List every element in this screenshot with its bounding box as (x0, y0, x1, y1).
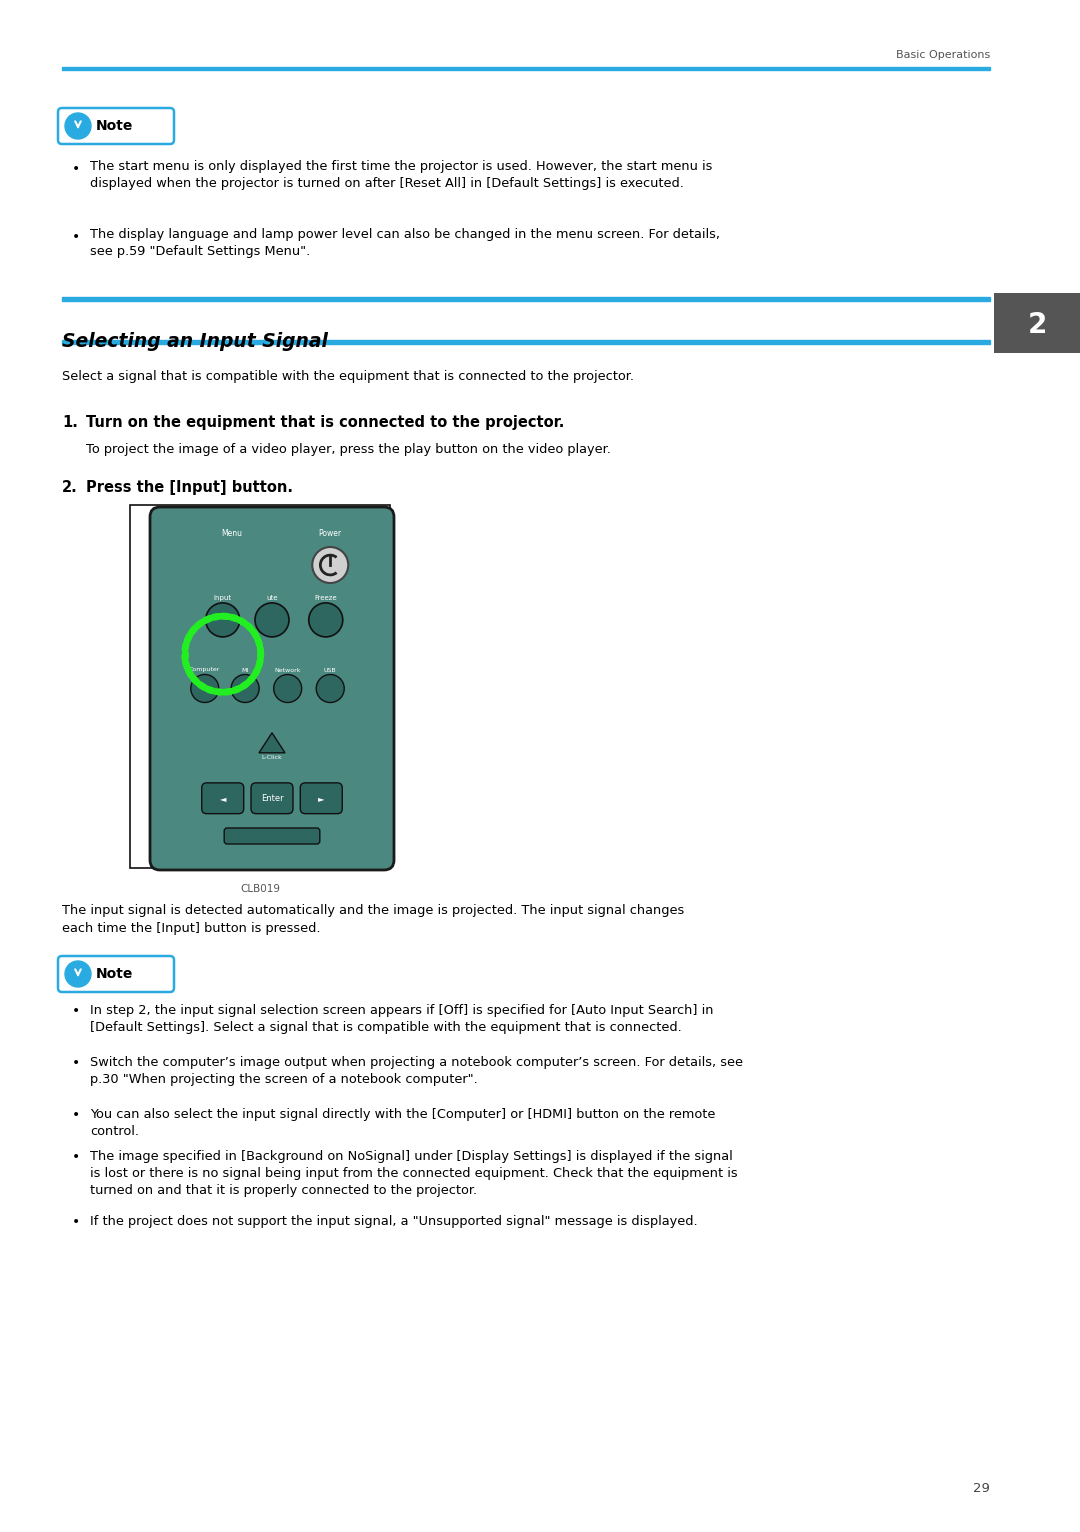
Circle shape (65, 113, 91, 139)
Text: •: • (72, 1056, 80, 1069)
Bar (994, 293, 1080, 352)
Text: Note: Note (96, 119, 133, 133)
Text: Press the [Input] button.: Press the [Input] button. (86, 480, 293, 495)
FancyBboxPatch shape (58, 956, 174, 993)
Text: If the project does not support the input signal, a "Unsupported signal" message: If the project does not support the inpu… (90, 1215, 698, 1229)
Bar (62, 67, 990, 70)
Text: The input signal is detected automatically and the image is projected. The input: The input signal is detected automatical… (62, 904, 685, 935)
Text: Basic Operations: Basic Operations (895, 51, 990, 60)
Circle shape (255, 604, 289, 637)
Text: To project the image of a video player, press the play button on the video playe: To project the image of a video player, … (86, 443, 611, 457)
Text: Menu: Menu (221, 529, 242, 538)
FancyBboxPatch shape (150, 507, 394, 870)
Text: Selecting an Input Signal: Selecting an Input Signal (62, 332, 328, 351)
Text: Select a signal that is compatible with the equipment that is connected to the p: Select a signal that is compatible with … (62, 371, 634, 383)
Text: 1.: 1. (62, 415, 78, 430)
FancyBboxPatch shape (202, 783, 244, 813)
Circle shape (273, 674, 301, 703)
Text: Freeze: Freeze (314, 594, 337, 601)
Text: •: • (72, 1151, 80, 1164)
Circle shape (65, 961, 91, 987)
Text: •: • (72, 230, 80, 244)
Text: The display language and lamp power level can also be changed in the menu screen: The display language and lamp power leve… (90, 228, 720, 257)
Text: •: • (72, 1215, 80, 1229)
FancyBboxPatch shape (225, 827, 320, 844)
Text: Switch the computer’s image output when projecting a notebook computer’s screen.: Switch the computer’s image output when … (90, 1056, 743, 1086)
Text: Power: Power (319, 529, 341, 538)
FancyBboxPatch shape (251, 783, 293, 813)
Text: Computer: Computer (189, 668, 220, 673)
Circle shape (309, 604, 342, 637)
Text: 2.: 2. (62, 480, 78, 495)
Text: Enter: Enter (260, 794, 283, 803)
Text: Note: Note (96, 967, 133, 980)
Bar (62, 297, 990, 300)
Circle shape (191, 674, 219, 703)
Polygon shape (259, 732, 285, 752)
Circle shape (316, 674, 345, 703)
Text: •: • (72, 1108, 80, 1121)
Text: Network: Network (274, 668, 301, 673)
FancyBboxPatch shape (300, 783, 342, 813)
Text: 29: 29 (973, 1481, 990, 1495)
FancyBboxPatch shape (58, 107, 174, 144)
Text: In step 2, the input signal selection screen appears if [Off] is specified for [: In step 2, the input signal selection sc… (90, 1003, 714, 1034)
Text: You can also select the input signal directly with the [Computer] or [HDMI] butt: You can also select the input signal dir… (90, 1108, 715, 1138)
Bar (130, 506, 390, 869)
Text: L-Click: L-Click (261, 755, 282, 760)
Text: CLB019: CLB019 (240, 884, 280, 895)
Text: The start menu is only displayed the first time the projector is used. However, : The start menu is only displayed the fir… (90, 159, 713, 190)
Circle shape (312, 547, 348, 584)
Text: •: • (72, 1003, 80, 1017)
Text: ◄: ◄ (219, 794, 226, 803)
Text: USB: USB (324, 668, 337, 673)
Text: •: • (72, 162, 80, 176)
Text: ►: ► (318, 794, 324, 803)
Circle shape (205, 604, 240, 637)
Text: Turn on the equipment that is connected to the projector.: Turn on the equipment that is connected … (86, 415, 565, 430)
Text: 2: 2 (1027, 311, 1047, 339)
Text: ute: ute (267, 594, 278, 601)
Text: MI: MI (242, 668, 248, 673)
Bar (62, 340, 990, 345)
Text: Input: Input (214, 594, 232, 601)
Text: The image specified in [Background on NoSignal] under [Display Settings] is disp: The image specified in [Background on No… (90, 1151, 738, 1196)
Circle shape (231, 674, 259, 703)
